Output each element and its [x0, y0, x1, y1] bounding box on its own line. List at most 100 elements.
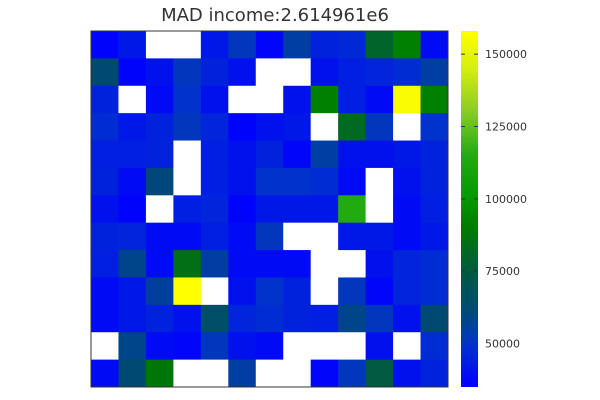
plot-frame — [90, 30, 449, 388]
heatmap-cell — [91, 195, 119, 224]
heatmap-cell — [393, 113, 422, 142]
heatmap-cell — [255, 195, 284, 224]
heatmap-cell — [173, 31, 202, 59]
heatmap-cell — [145, 167, 174, 196]
heatmap-cell — [173, 58, 202, 87]
heatmap-cell — [228, 250, 257, 278]
heatmap-cell — [91, 332, 119, 361]
heatmap-cell — [228, 332, 257, 361]
heatmap-cell — [91, 85, 119, 114]
heatmap-cell — [200, 304, 229, 333]
heatmap-cell — [393, 140, 422, 169]
heatmap-cell — [393, 277, 422, 306]
heatmap-cell — [91, 250, 119, 278]
heatmap-cell — [145, 113, 174, 142]
heatmap-cell — [283, 250, 312, 278]
heatmap-cell — [283, 304, 312, 333]
heatmap-cell — [365, 304, 394, 333]
heatmap-cell — [118, 332, 147, 361]
heatmap-cell — [118, 140, 147, 169]
heatmap-cell — [365, 113, 394, 142]
colorbar-ticks: 50000 75000 100000 125000 150000 — [461, 48, 527, 351]
heatmap-cell — [420, 222, 449, 251]
heatmap-cell — [200, 113, 229, 142]
heatmap-cell — [255, 359, 284, 388]
heatmap-cell — [200, 332, 229, 361]
heatmap-cell — [91, 359, 119, 388]
heatmap-cell — [173, 85, 202, 114]
heatmap-cell — [228, 359, 257, 388]
heatmap-cell — [91, 113, 119, 142]
heatmap-cell — [365, 359, 394, 388]
heatmap-cell — [283, 58, 312, 87]
heatmap-cell — [255, 31, 284, 59]
heatmap-cell — [145, 85, 174, 114]
heatmap-cell — [365, 58, 394, 87]
heatmap-cell — [200, 167, 229, 196]
heatmap-cell — [200, 140, 229, 169]
heatmap-cell — [310, 58, 339, 87]
heatmap-cell — [310, 195, 339, 224]
heatmap-cell — [393, 58, 422, 87]
heatmap-cell — [365, 195, 394, 224]
heatmap-cell — [365, 250, 394, 278]
heatmap-cell — [310, 167, 339, 196]
heatmap-cell — [228, 195, 257, 224]
heatmap-cell — [310, 31, 339, 59]
heatmap-cell — [118, 167, 147, 196]
heatmap-cell — [393, 332, 422, 361]
heatmap-cell — [283, 277, 312, 306]
heatmap-cell — [420, 250, 449, 278]
colorbar-tick-label: 125000 — [485, 121, 527, 134]
heatmap-cell — [283, 140, 312, 169]
heatmap-cell — [118, 359, 147, 388]
chart-title: MAD income:2.614961e6 — [161, 5, 389, 26]
heatmap-cell — [173, 304, 202, 333]
heatmap-cell — [338, 359, 367, 388]
heatmap-cell — [310, 304, 339, 333]
heatmap-cell — [393, 31, 422, 59]
colorbar-tick-label: 50000 — [485, 338, 520, 351]
heatmap-cell — [145, 31, 174, 59]
heatmap-cell — [145, 277, 174, 306]
heatmap-cell — [118, 277, 147, 306]
colorbar — [461, 31, 478, 387]
heatmap-cell — [173, 140, 202, 169]
heatmap-cell — [91, 167, 119, 196]
heatmap-cell — [228, 113, 257, 142]
heatmap-cell — [145, 250, 174, 278]
heatmap-cell — [420, 195, 449, 224]
heatmap-cell — [365, 140, 394, 169]
heatmap-cell — [365, 222, 394, 251]
heatmap-cell — [365, 277, 394, 306]
heatmap-cell — [173, 222, 202, 251]
heatmap-cell — [420, 277, 449, 306]
heatmap-cell — [118, 31, 147, 59]
heatmap-cell — [338, 332, 367, 361]
heatmap-cell — [91, 140, 119, 169]
heatmap-cell — [338, 113, 367, 142]
heatmap-cell — [91, 58, 119, 87]
heatmap-cell — [338, 140, 367, 169]
heatmap-cell — [393, 195, 422, 224]
heatmap-cell — [173, 113, 202, 142]
heatmap-cell — [283, 85, 312, 114]
heatmap-cell — [393, 222, 422, 251]
colorbar-tick-label: 75000 — [485, 265, 520, 278]
heatmap-cell — [393, 167, 422, 196]
heatmap-cell — [283, 113, 312, 142]
heatmap-cell — [283, 332, 312, 361]
heatmap-cell — [338, 167, 367, 196]
heatmap-cell — [228, 277, 257, 306]
heatmap-cell — [173, 359, 202, 388]
heatmap-cell — [255, 332, 284, 361]
heatmap-cell — [255, 250, 284, 278]
heatmap-cell — [338, 58, 367, 87]
heatmap-cell — [365, 167, 394, 196]
heatmap-cell — [145, 58, 174, 87]
heatmap-cell — [310, 277, 339, 306]
heatmap-cell — [228, 304, 257, 333]
heatmap-cell — [420, 304, 449, 333]
